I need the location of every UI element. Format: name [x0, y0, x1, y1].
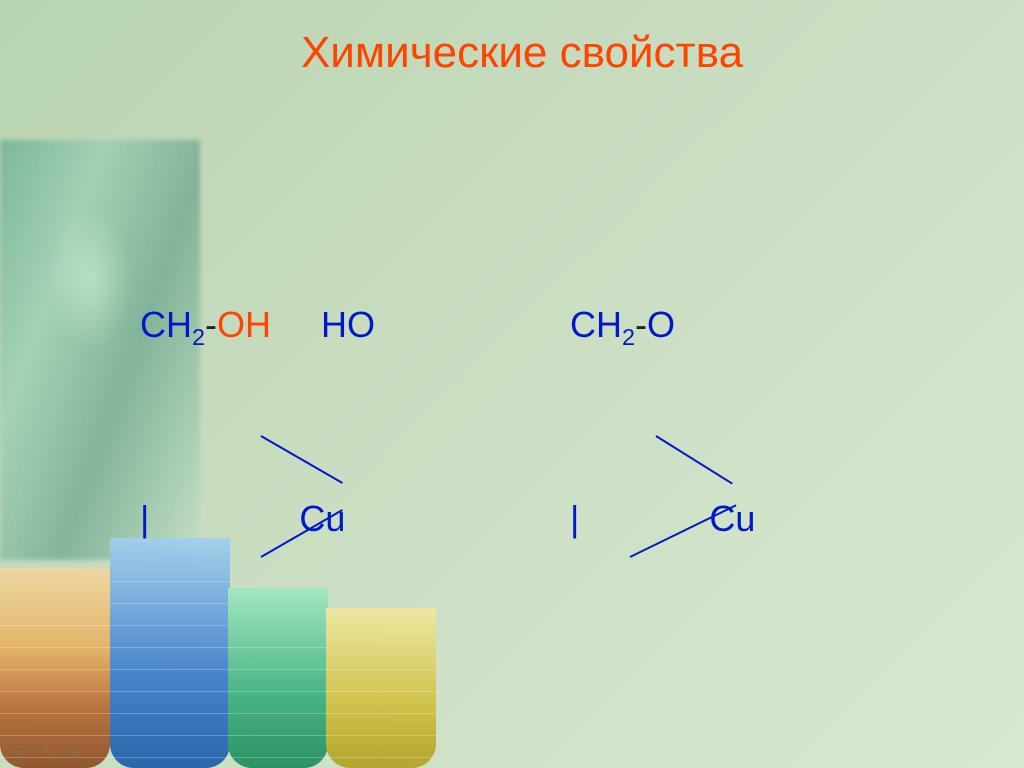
eq-right-3: CH -O + 2H2O	[490, 739, 840, 768]
slide-content: Химические свойства CH2-OH HO CH2-O | Cu…	[0, 0, 1024, 768]
slide-nav-controls: ⇦ ✎ ≡	[10, 742, 86, 762]
t: -	[635, 304, 647, 345]
bond-bar: |	[140, 498, 299, 539]
t: CH	[570, 304, 622, 345]
t: O	[647, 304, 675, 345]
nav-menu-icon[interactable]: ≡	[66, 742, 86, 762]
sub: 2	[622, 324, 635, 350]
t: CH	[140, 304, 192, 345]
t: -	[205, 304, 217, 345]
eq-left-1: CH2-OH HO	[60, 252, 490, 398]
eq-right-1: CH2-O	[490, 252, 675, 398]
sub: 2	[192, 324, 205, 350]
bond-line-top-right	[655, 435, 732, 484]
nav-pen-icon[interactable]: ✎	[38, 742, 58, 762]
bond-line-top-left	[261, 435, 343, 484]
equation-row-2: | Cu | Cu	[60, 544, 984, 593]
t: HO	[321, 304, 375, 345]
gap	[271, 304, 321, 345]
slide-title: Химические свойства	[60, 28, 984, 78]
nav-back-icon[interactable]: ⇦	[10, 742, 30, 762]
eq-left-3: CH-OH + HO →	[60, 739, 490, 768]
bond-bar: |	[570, 498, 709, 539]
chemical-equation: CH2-OH HO CH2-O | Cu | Cu	[60, 106, 984, 768]
equation-row-1: CH2-OH HO CH2-O	[60, 300, 984, 349]
eq-left-2: | Cu	[60, 447, 490, 690]
oh-group: OH	[217, 304, 271, 345]
eq-right-2: | Cu	[490, 447, 755, 690]
